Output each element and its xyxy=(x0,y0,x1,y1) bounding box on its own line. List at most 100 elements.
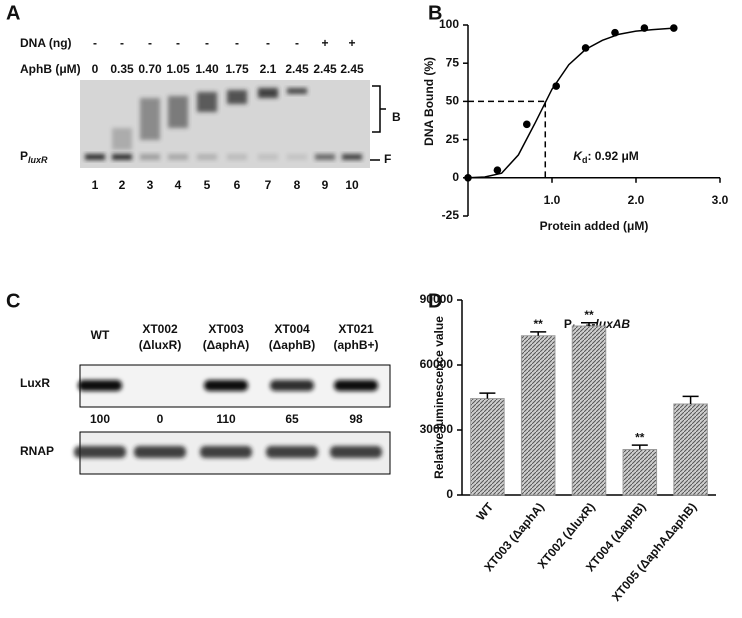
lane-number: 6 xyxy=(234,178,241,192)
data-point xyxy=(523,120,531,129)
y-tick-label: 50 xyxy=(446,94,460,108)
blot-band xyxy=(266,446,318,458)
gel-band xyxy=(140,154,160,160)
dna-amount: - xyxy=(148,36,152,50)
lane-number: 2 xyxy=(119,178,126,192)
blot-band xyxy=(200,446,252,458)
probe-sub: luxR xyxy=(28,155,48,165)
gel-band xyxy=(168,154,188,160)
row-label: DNA (ng) xyxy=(20,36,72,50)
row-label: AphB (μM) xyxy=(20,62,81,76)
luxr-level: 110 xyxy=(216,412,236,426)
bracket xyxy=(372,85,386,133)
lane-number: 1 xyxy=(92,178,99,192)
aphb-conc: 2.1 xyxy=(260,62,277,76)
y-tick-label: 75 xyxy=(446,55,460,69)
blot-band xyxy=(74,446,126,458)
gel-band xyxy=(315,154,335,160)
dna-amount: - xyxy=(295,36,299,50)
x-tick-label: XT005 (ΔaphAΔaphB) xyxy=(609,500,699,604)
blot-band xyxy=(334,380,378,391)
probe-main: P xyxy=(20,149,28,163)
blot-band xyxy=(330,446,382,458)
aphb-conc: 1.75 xyxy=(225,62,249,76)
strain-name: XT002 xyxy=(142,322,178,336)
error-bar xyxy=(682,395,699,404)
gel-band xyxy=(112,154,132,160)
dna-amount: - xyxy=(120,36,124,50)
data-point xyxy=(493,166,502,174)
free-label: F xyxy=(384,152,391,166)
kd-text: : 0.92 μM xyxy=(587,149,638,163)
strain-name: XT021 xyxy=(338,322,374,336)
y-tick-label: 60000 xyxy=(420,357,454,371)
panel-letter: D xyxy=(428,290,442,312)
gel-band xyxy=(342,154,362,160)
kd-annotation: Kd: 0.92 μM xyxy=(573,149,639,165)
lane-number: 9 xyxy=(322,178,329,192)
gel-band xyxy=(258,88,278,98)
y-tick-label: 30000 xyxy=(420,422,454,436)
gel-band xyxy=(227,90,247,104)
aphb-conc: 0 xyxy=(92,62,99,76)
bound-label: B xyxy=(392,110,401,124)
error-bar xyxy=(530,331,547,336)
data-point xyxy=(581,44,590,52)
y-axis-label: Relative luminescence value xyxy=(432,316,446,479)
gel-band xyxy=(85,154,105,160)
strain-genotype: (ΔluxR) xyxy=(139,338,182,352)
dna-amount: - xyxy=(266,36,270,50)
aphb-conc: 1.05 xyxy=(166,62,190,76)
luxr-level: 65 xyxy=(285,412,299,426)
lane-number: 7 xyxy=(265,178,272,192)
dna-amount: - xyxy=(93,36,97,50)
bar xyxy=(673,403,708,496)
dna-amount: - xyxy=(205,36,209,50)
dna-amount: - xyxy=(235,36,239,50)
gel-band xyxy=(227,154,247,160)
fit-curve xyxy=(467,27,674,179)
significance: ** xyxy=(534,317,544,331)
significance: ** xyxy=(584,308,594,322)
y-tick-label: 25 xyxy=(446,132,460,146)
data-point xyxy=(640,24,649,32)
luxr-level: 98 xyxy=(349,412,363,426)
y-tick-label: 0 xyxy=(452,170,459,184)
error-bar xyxy=(479,392,496,399)
dna-amount: - xyxy=(176,36,180,50)
row-label: RNAP xyxy=(20,444,54,458)
gel-band xyxy=(258,154,278,160)
x-tick-label: WT xyxy=(473,499,496,523)
bar xyxy=(520,335,556,496)
lane-number: 3 xyxy=(147,178,154,192)
panel-letter: C xyxy=(6,290,20,312)
strain-name: XT004 xyxy=(274,322,310,336)
lane-number: 8 xyxy=(294,178,301,192)
gel-band xyxy=(197,92,217,112)
bar xyxy=(622,449,658,496)
aphb-conc: 2.45 xyxy=(285,62,309,76)
strain-name: XT003 xyxy=(208,322,244,336)
lane-number: 4 xyxy=(175,178,182,192)
dna-amount: + xyxy=(348,36,355,50)
aphb-conc: 2.45 xyxy=(313,62,337,76)
strain-genotype: (ΔaphB) xyxy=(269,338,316,352)
gel xyxy=(80,80,370,168)
row-label: LuxR xyxy=(20,376,50,390)
title-main: P xyxy=(564,317,572,331)
strain-genotype: (aphB+) xyxy=(334,338,379,352)
blot-band xyxy=(134,446,186,458)
luxr-level: 100 xyxy=(90,412,110,426)
aphb-conc: 0.35 xyxy=(110,62,134,76)
gel-band xyxy=(287,154,307,160)
x-tick-label: 1.0 xyxy=(544,193,561,207)
y-tick-label: 0 xyxy=(446,487,453,501)
gel-band xyxy=(112,128,132,150)
y-tick-label: 100 xyxy=(439,17,459,31)
panel-letter: A xyxy=(6,2,20,24)
error-bar xyxy=(581,322,597,326)
data-point xyxy=(552,82,560,90)
dna-amount: + xyxy=(321,36,328,50)
x-tick-label: 3.0 xyxy=(712,193,729,207)
